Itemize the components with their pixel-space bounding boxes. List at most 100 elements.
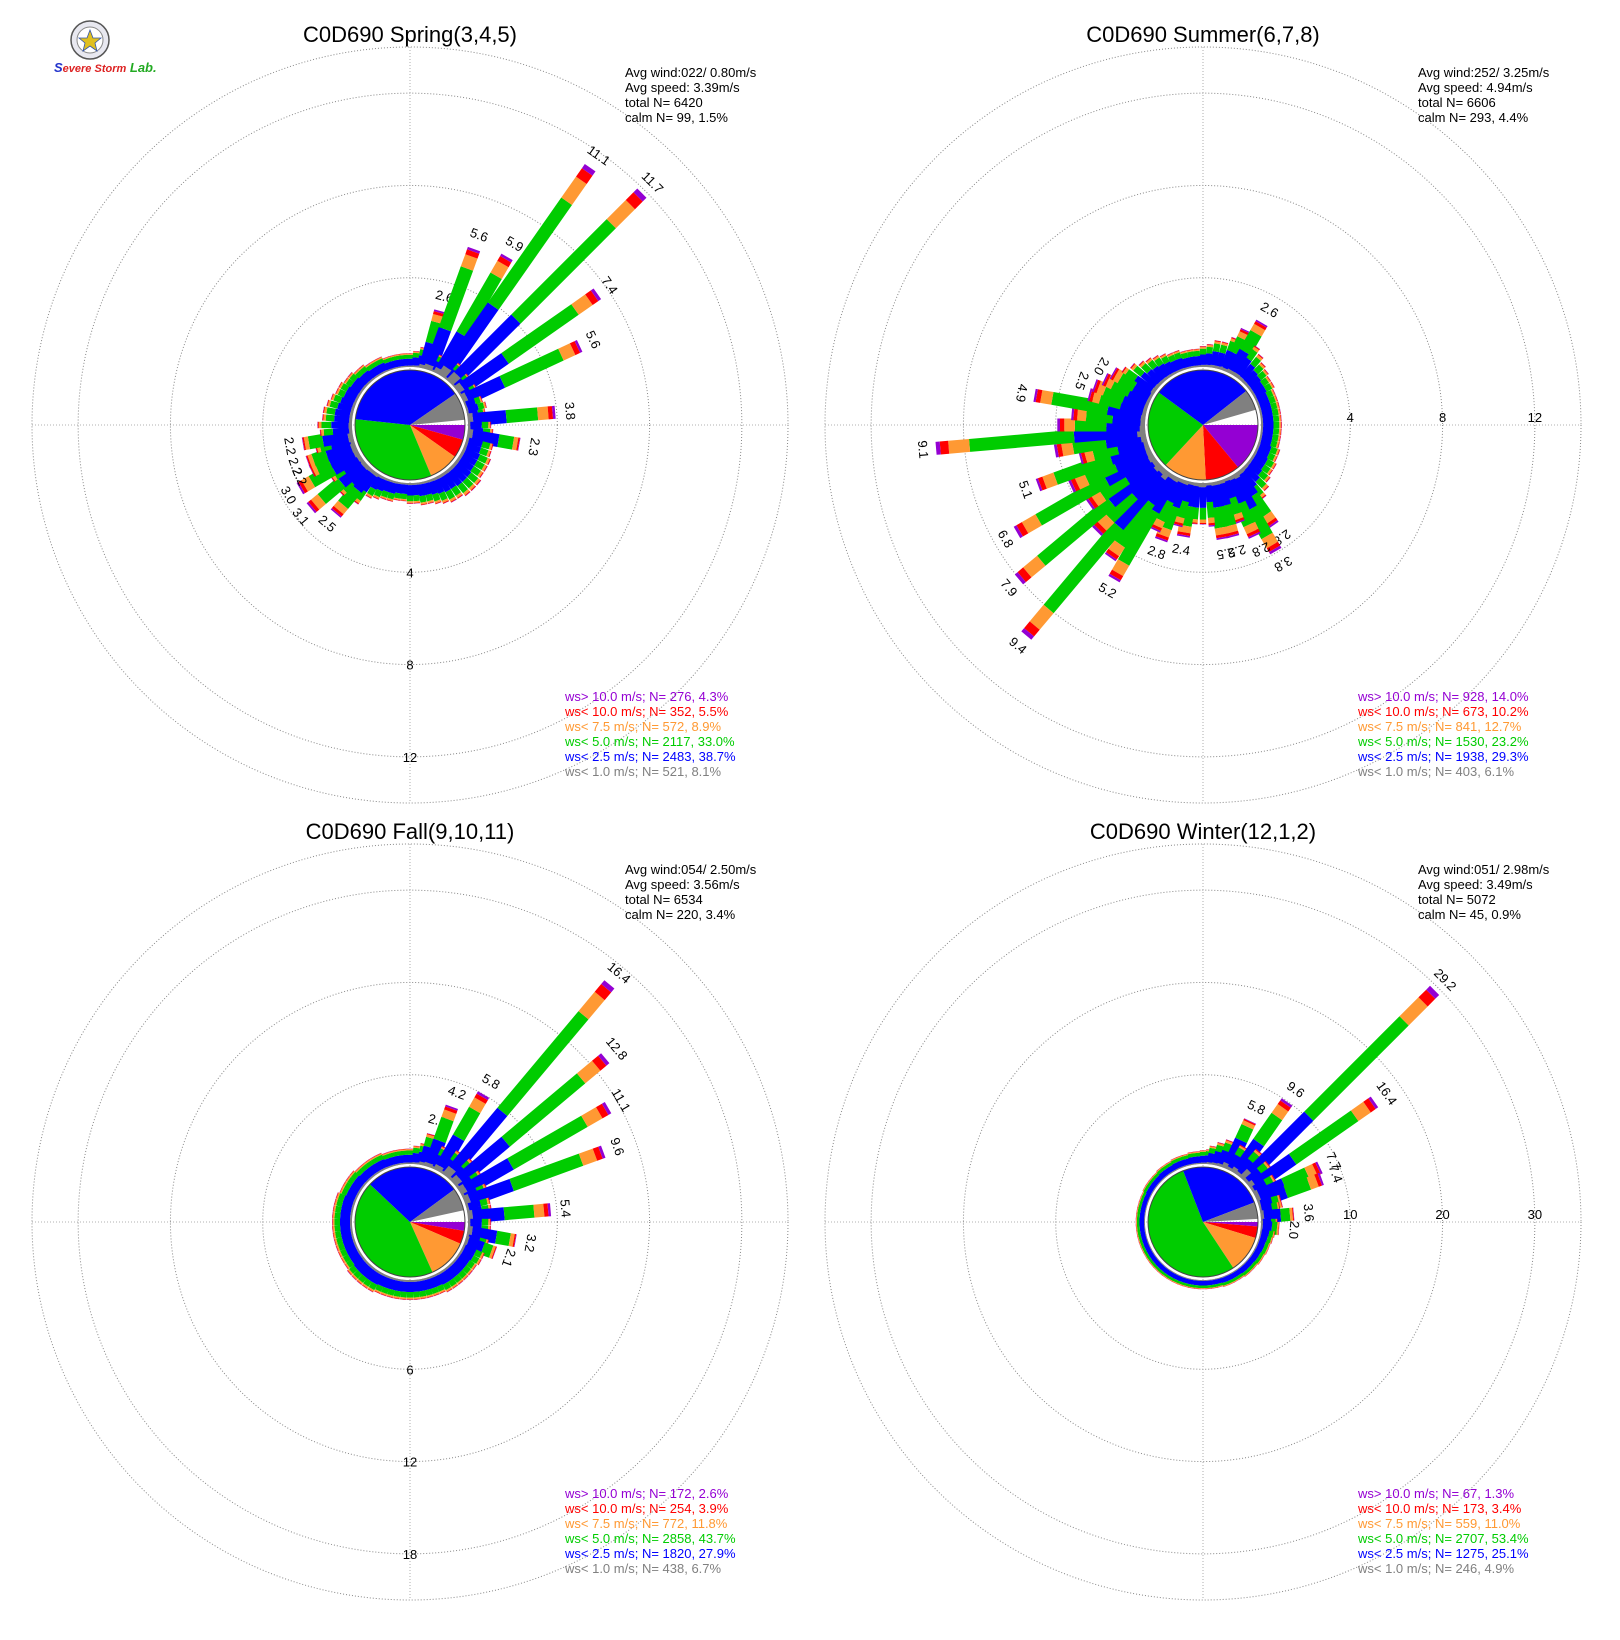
sector-label: 2.5 <box>1215 545 1235 563</box>
sector-segment-lt10 <box>308 499 320 512</box>
sector-bar <box>1245 459 1271 483</box>
sector-segment-lt2_5 <box>400 484 408 495</box>
pie-slice-lt7_5 <box>410 425 455 476</box>
sector-segment-lt10 <box>625 192 643 210</box>
sector-segment-lt7_5 <box>1277 408 1281 415</box>
sector-segment-lt10 <box>1165 1160 1172 1165</box>
sector-segment-lt7_5 <box>333 1232 337 1239</box>
sector-segment-lt7_5 <box>1278 415 1281 422</box>
sector-segment-lt1 <box>1258 406 1262 414</box>
sector-bar <box>380 1275 394 1297</box>
sector-segment-gt10 <box>1268 545 1282 555</box>
sector-segment-lt2_5 <box>456 1136 510 1185</box>
sector-segment-gt10 <box>1143 1252 1147 1259</box>
sector-segment-lt5 <box>381 1286 390 1295</box>
sector-segment-gt10 <box>1142 1185 1146 1191</box>
sector-segment-lt7_5 <box>1399 997 1428 1026</box>
sector-segment-lt7_5 <box>1222 1283 1230 1287</box>
sector-segment-lt10 <box>481 1253 485 1260</box>
sector-segment-lt7_5 <box>406 1297 414 1300</box>
sector-segment-gt10 <box>332 1225 333 1232</box>
sector-segment-lt7_5 <box>488 1218 491 1226</box>
sector-segment-lt1 <box>1199 1162 1207 1164</box>
sector-segment-lt1 <box>406 1162 414 1164</box>
sector-segment-lt5 <box>356 1168 365 1177</box>
sector-bar <box>458 451 488 472</box>
sector-label: 12.8 <box>603 1034 631 1063</box>
sector-segment-lt1 <box>1224 1273 1231 1277</box>
sector-segment-lt5 <box>1133 365 1145 377</box>
sector-segment-gt10 <box>1186 349 1193 351</box>
sector-segment-lt5 <box>479 1198 488 1207</box>
sector-segment-lt2_5 <box>1250 381 1264 393</box>
sector-segment-gt10 <box>1293 1207 1295 1221</box>
sector-segment-gt10 <box>1279 408 1282 415</box>
sector-bar <box>1256 441 1281 456</box>
sector-segment-lt1 <box>1260 416 1264 424</box>
sector-segment-lt5 <box>436 1284 445 1292</box>
sector-segment-lt1 <box>416 481 424 485</box>
sector-label: 16.4 <box>605 959 634 987</box>
sector-label: 7.4 <box>1326 1163 1346 1185</box>
sector-segment-lt1 <box>1179 1165 1187 1169</box>
sector-segment-lt5 <box>1288 1110 1359 1165</box>
sector-segment-lt5 <box>335 1205 342 1213</box>
sector-segment-gt10 <box>1194 1288 1201 1290</box>
sector-segment-lt2_5 <box>448 1107 508 1174</box>
sector-segment-lt7_5 <box>1228 1281 1235 1285</box>
sector-segment-lt10 <box>358 364 364 370</box>
sector-segment-gt10 <box>598 1145 606 1159</box>
sector-label: 3.6 <box>1301 1203 1318 1222</box>
stats-line: total N= 6534 <box>625 892 703 907</box>
sector-segment-lt7_5 <box>1278 428 1281 435</box>
sector-segment-lt10 <box>1143 1252 1147 1259</box>
sector-segment-lt5 <box>419 1290 427 1297</box>
sector-segment-lt7_5 <box>400 353 408 356</box>
panel-title: C0D690 Summer(6,7,8) <box>1086 22 1320 47</box>
sector-segment-lt5 <box>1268 1230 1274 1238</box>
sector-segment-lt1 <box>411 365 419 368</box>
sector-bar <box>1135 1218 1145 1226</box>
sector-segment-lt7_5 <box>380 495 387 500</box>
sector-segment-gt10 <box>1272 388 1276 395</box>
sector-segment-gt10 <box>332 1232 334 1239</box>
sector-segment-lt1 <box>1194 365 1202 368</box>
sector-segment-lt5 <box>406 1150 414 1155</box>
sector-segment-lt5 <box>462 477 474 489</box>
sector-segment-lt10 <box>1159 353 1166 358</box>
sector-label: 7.4 <box>598 273 621 296</box>
sector-label: 2.4 <box>1171 540 1191 558</box>
sector-segment-lt7_5 <box>347 1269 354 1275</box>
sector-segment-lt1 <box>1214 1277 1222 1280</box>
sector-segment-lt7_5 <box>1177 1283 1184 1286</box>
sector-segment-lt7_5 <box>1040 390 1054 405</box>
sector-segment-gt10 <box>338 1252 341 1258</box>
sector-segment-gt10 <box>365 495 372 499</box>
sector-segment-lt7_5 <box>357 1278 363 1285</box>
sector-segment-lt5 <box>337 389 347 398</box>
sector-segment-lt7_5 <box>1112 369 1125 384</box>
sector-segment-lt7_5 <box>332 1218 335 1226</box>
sector-segment-lt5 <box>1173 352 1182 360</box>
sector-bar <box>332 1223 353 1232</box>
sector-segment-gt10 <box>333 1239 336 1246</box>
sector-segment-lt5 <box>1143 1185 1150 1193</box>
sector-segment-gt10 <box>1258 1259 1263 1265</box>
sector-segment-lt5 <box>1162 1272 1170 1278</box>
sector-segment-lt10 <box>1110 368 1120 381</box>
sector-segment-lt5 <box>1261 464 1271 474</box>
sector-segment-gt10 <box>551 405 556 419</box>
sector-segment-lt2_5 <box>1258 397 1271 408</box>
sector-segment-gt10 <box>1188 1287 1195 1289</box>
sector-segment-lt10 <box>1312 1162 1321 1176</box>
sector-segment-lt10 <box>1314 1173 1322 1187</box>
sector-bar <box>394 353 404 369</box>
sector-segment-gt10 <box>380 497 387 501</box>
sector-segment-lt7_5 <box>321 429 325 436</box>
sector-segment-lt7_5 <box>355 1167 361 1173</box>
sector-bar <box>468 1218 492 1226</box>
sector-segment-gt10 <box>465 491 471 497</box>
sector-segment-lt10 <box>343 377 348 383</box>
sector-segment-lt2_5 <box>425 1138 446 1167</box>
sector-segment-lt5 <box>1255 477 1267 489</box>
